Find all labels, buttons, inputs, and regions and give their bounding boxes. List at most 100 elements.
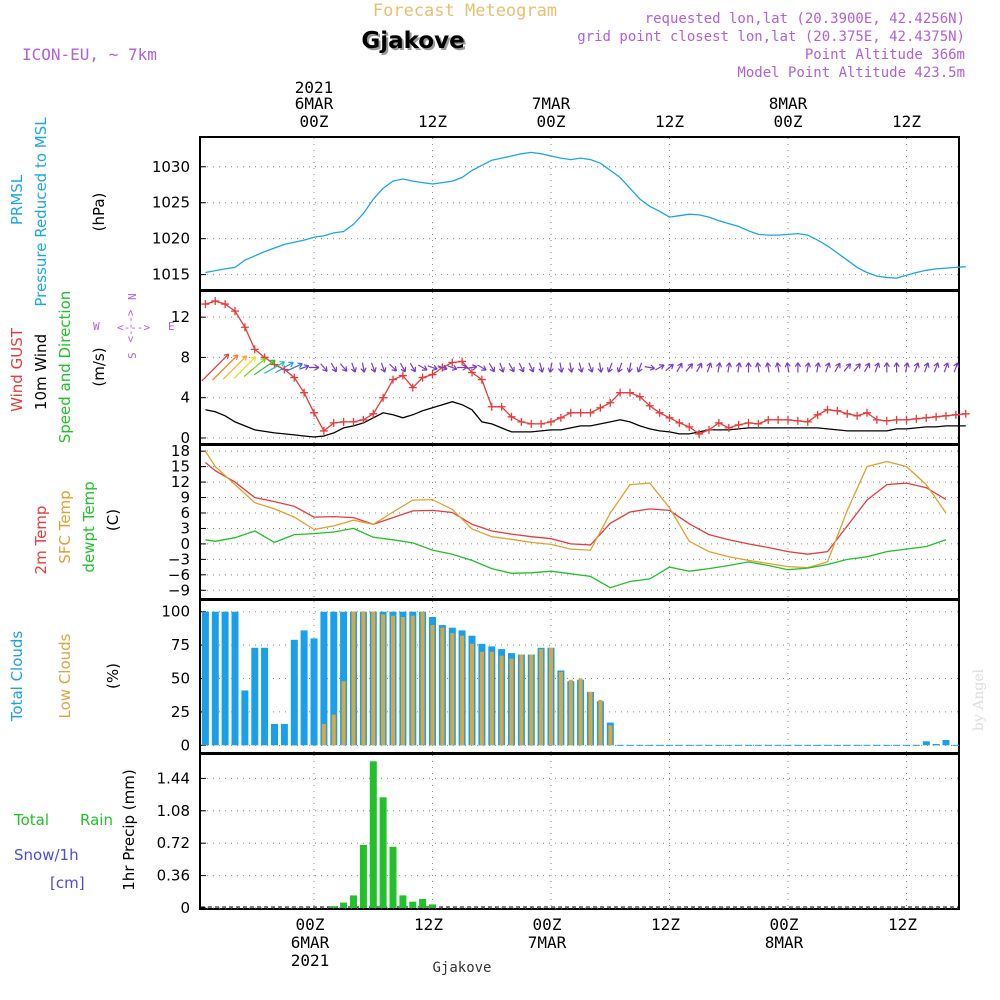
wind-gust-marker	[290, 373, 299, 382]
wind-gust-marker	[468, 368, 476, 377]
wind-direction-arrow	[243, 357, 267, 377]
y-tick-label: 3	[180, 519, 190, 537]
svg-text:S: S	[126, 352, 139, 359]
wind-gust-marker	[695, 429, 704, 438]
y-tick-label: 1025	[152, 194, 190, 212]
precip-snow-unit: [cm]	[50, 874, 85, 892]
wind-gust-marker	[576, 408, 585, 417]
bottom-hour-label: 12Z	[888, 915, 917, 934]
wind-direction-arrow	[557, 362, 565, 373]
wind-direction-arrow	[655, 364, 665, 371]
wind-direction-arrow	[466, 364, 478, 371]
compass-rose-icon: <---> W <---> E N S	[93, 293, 175, 359]
point-altitude: Point Altitude 366m	[805, 47, 965, 63]
wind-direction-arrow	[626, 362, 633, 373]
low-clouds-bar	[460, 635, 465, 746]
wind-gust-marker	[813, 410, 822, 419]
wind-direction-arrow	[528, 362, 535, 373]
wind-gust-marker	[408, 383, 417, 392]
wind-direction-arrow	[275, 361, 294, 374]
wind-gust-marker	[211, 297, 220, 306]
y-tick-label: 25	[171, 703, 190, 721]
low-clouds-bar	[420, 611, 425, 746]
bottom-hour-label: 00Z	[296, 915, 325, 934]
wind-direction-arrow	[644, 364, 656, 371]
bottom-hour-label: 12Z	[414, 915, 443, 934]
wind-gust-marker	[586, 408, 595, 417]
total-clouds-bar	[942, 740, 950, 746]
wind-direction-arrow	[745, 362, 752, 373]
requested-coords: requested lon,lat (20.3900E, 42.4256N)	[645, 11, 965, 27]
y-tick-label: 15	[171, 458, 190, 476]
wind-direction-arrow	[676, 362, 683, 373]
rain-bar	[399, 895, 407, 908]
wind-gust-marker	[705, 425, 713, 434]
wind-direction-arrow	[943, 362, 950, 373]
low-clouds-bar	[341, 681, 346, 746]
wind-direction-arrow	[488, 362, 495, 373]
y-tick-label: 6	[180, 504, 190, 522]
wind-gust-label: Wind GUST	[8, 327, 26, 412]
total-clouds-bar	[261, 647, 269, 746]
wind-gust-marker	[537, 419, 546, 428]
wind-direction-arrow	[538, 362, 545, 373]
low-clouds-bar	[578, 678, 583, 746]
temp-sfc-label: SFC Temp	[56, 490, 74, 563]
wind-direction-arrow	[499, 362, 505, 373]
wind-direction-label: Speed and Direction	[56, 291, 74, 444]
y-tick-label: 12	[171, 308, 190, 326]
low-clouds-bar	[321, 723, 326, 746]
low-clouds-bar	[519, 654, 524, 746]
wind-gust-marker	[744, 418, 753, 427]
wind-direction-arrow	[399, 362, 407, 373]
wind-gust-marker	[754, 419, 763, 428]
wind-gust-marker	[764, 415, 773, 424]
svg-text:E: E	[168, 320, 175, 333]
wind-gust-marker	[507, 412, 516, 421]
bottom-date-label: 8MAR	[765, 933, 804, 952]
wind-gust-marker	[310, 408, 318, 417]
precip-axis-label: 1hr Precip (mm)	[120, 769, 138, 890]
wind-direction-arrow	[853, 363, 861, 372]
wind-gust-marker	[487, 402, 496, 411]
wind-gust-marker	[398, 371, 407, 380]
top-hour-label: 12Z	[418, 112, 447, 131]
wind-gust-marker	[458, 357, 467, 366]
wind-gust-marker	[231, 307, 239, 316]
wind-gust-marker	[606, 398, 615, 407]
wind-gust-marker	[961, 409, 970, 418]
total-clouds-bar	[330, 611, 338, 746]
wind-direction-arrow	[843, 363, 852, 372]
rain-bar	[330, 906, 338, 908]
low-clouds-bar	[410, 615, 415, 746]
top-hour-label: 12Z	[655, 112, 684, 131]
wind-direction-arrow	[350, 362, 357, 373]
total-clouds-bar	[271, 723, 278, 746]
low-clouds-bar	[331, 714, 336, 746]
wind-gust-marker	[319, 426, 328, 435]
wind-direction-arrow	[389, 363, 398, 372]
total-clouds-bar	[280, 723, 288, 746]
wind-direction-arrow	[665, 363, 674, 372]
rain-bar	[359, 845, 367, 908]
low-clouds-bar	[400, 617, 405, 746]
low-clouds-label: Low Clouds	[56, 633, 74, 718]
wind-gust-marker	[329, 418, 338, 427]
y-tick-label: 0.72	[157, 834, 190, 852]
low-clouds-bar	[568, 679, 573, 746]
wind-direction-arrow	[212, 354, 239, 381]
wind-gust-marker	[863, 408, 871, 417]
wind-10m-label: 10m Wind	[32, 334, 50, 410]
y-tick-label: 18	[171, 442, 190, 460]
rain-bar	[369, 761, 377, 908]
wind-gust-marker	[389, 375, 397, 384]
wind-gust-marker	[734, 420, 743, 429]
bottom-date-label: 7MAR	[528, 933, 567, 952]
wind-gust-marker	[823, 405, 832, 414]
wind-gust-marker	[843, 409, 852, 418]
wind-gust-marker	[714, 418, 723, 427]
wind-direction-arrow	[735, 362, 742, 373]
wind-gust-marker	[300, 388, 309, 397]
